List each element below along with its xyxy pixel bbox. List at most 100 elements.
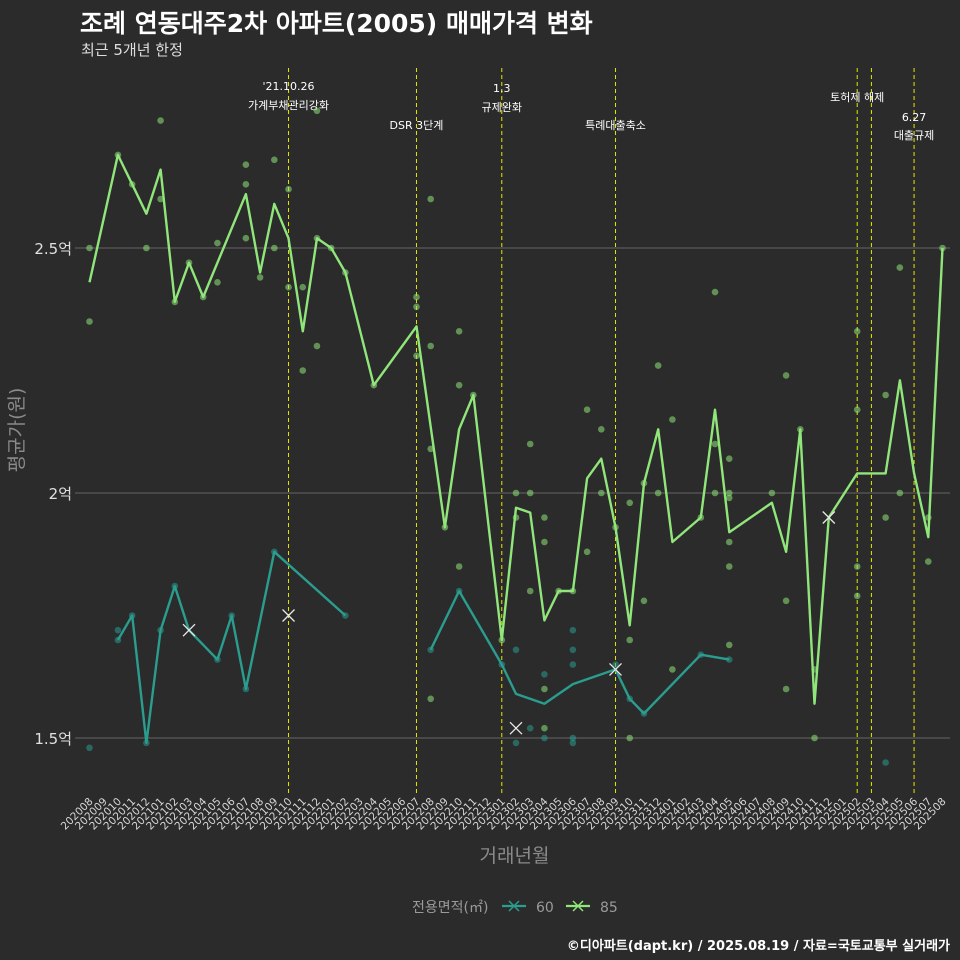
data-point-85 [896,264,904,271]
chart-title: 조례 연동대주2차 아파트(2005) 매매가격 변화 [80,9,593,38]
data-point-85 [882,391,889,399]
data-point-85 [882,514,889,521]
series-line-60 [429,589,730,715]
data-point-85 [541,514,548,521]
data-point-85 [313,342,321,350]
data-point-60 [882,759,889,766]
data-point-85 [853,563,861,570]
data-point-85 [526,440,534,448]
data-point-85 [512,489,520,497]
event-label: 1.3 [493,82,511,95]
data-point-85 [626,636,634,644]
data-point-60 [569,626,577,634]
data-point-85 [654,362,662,369]
data-point-60 [512,646,520,654]
data-point-60 [541,734,548,742]
data-point-85 [157,117,164,124]
data-point-85 [455,563,463,570]
series-line-60 [116,550,347,745]
data-point-85 [526,489,534,497]
data-point-85 [782,597,790,605]
data-point-85 [669,416,676,423]
data-point-85 [853,592,861,600]
data-point-85 [541,538,548,546]
data-point-85 [526,587,534,595]
data-point-85 [413,303,420,311]
data-point-60 [569,661,577,668]
data-point-85 [654,489,662,497]
data-point-60 [569,646,577,654]
event-label: 특례대출축소 [585,119,646,132]
data-point-85 [583,406,591,414]
y-tick-label: 2.5억 [34,240,72,258]
event-label: DSR 3단계 [390,119,444,132]
data-point-85 [725,538,733,546]
legend-key-cross-85 [572,900,584,912]
data-point-85 [214,239,221,247]
data-point-85 [157,195,164,203]
data-point-85 [626,734,634,742]
data-point-85 [583,548,591,556]
data-point-85 [427,445,435,453]
data-point-85 [313,107,321,115]
event-label: '21.10.26 [263,80,315,93]
data-point-60 [569,734,577,742]
data-point-85 [242,161,250,168]
data-point-85 [626,499,634,507]
data-point-85 [725,494,733,502]
data-point-85 [86,318,93,325]
data-point-60 [114,626,122,634]
data-point-85 [711,489,719,497]
data-point-85 [86,244,93,252]
legend-title: 전용면적(㎡) [412,900,488,916]
event-label: 토허제 해제 [830,90,884,104]
data-point-85 [853,328,861,335]
data-point-85 [725,563,733,570]
series-line-85 [88,153,944,705]
data-point-85 [214,279,221,286]
data-point-85 [725,455,733,463]
chart-subtitle: 최근 5개년 한정 [81,41,183,59]
legend-key-cross-60 [508,900,520,912]
data-point-85 [285,185,292,193]
data-point-85 [427,695,435,703]
event-label: 6.27 [902,111,927,124]
data-point-85 [256,274,264,281]
data-point-60 [541,671,548,678]
data-point-85 [299,367,307,374]
data-point-85 [598,426,605,433]
data-point-60 [526,724,534,732]
data-point-85 [924,558,932,565]
cross-marker-60 [282,609,295,622]
data-point-85 [725,489,733,497]
data-point-60 [612,661,619,668]
source-caption: ©디아파트(dapt.kr) / 2025.08.19 / 자료=국토교통부 실… [566,939,950,954]
data-point-85 [285,283,292,291]
data-point-85 [811,734,818,742]
data-point-85 [242,234,250,242]
data-point-60 [512,739,520,747]
data-point-85 [853,406,861,414]
data-point-85 [541,724,548,732]
cross-marker-60 [509,721,523,735]
legend-label-60: 60 [536,900,554,916]
event-label: 가계부채관리강화 [248,99,329,112]
y-tick-label: 1.5억 [34,730,72,748]
legend-label-85: 85 [600,900,618,916]
data-point-60 [569,739,577,747]
y-tick-label: 2억 [49,485,72,503]
data-point-85 [427,342,435,350]
event-label: 규제완화 [482,101,522,114]
data-point-85 [711,288,719,296]
data-point-85 [299,283,307,291]
data-point-85 [640,597,648,605]
x-axis-title: 거래년월 [480,845,550,867]
cross-marker-85 [822,511,836,524]
data-point-85 [413,293,420,301]
data-point-85 [413,352,420,360]
data-point-85 [725,641,733,649]
cross-marker-60 [609,662,622,676]
data-point-85 [782,372,790,379]
data-point-60 [86,744,93,752]
